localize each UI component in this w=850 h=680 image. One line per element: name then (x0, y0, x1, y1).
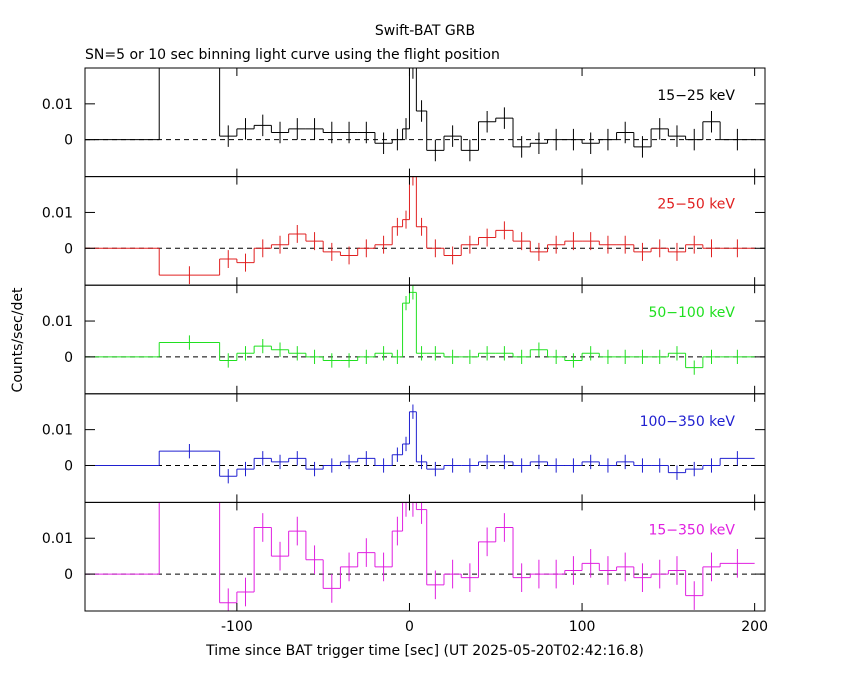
x-tick-label: 100 (569, 619, 596, 635)
x-tick-label: -100 (221, 619, 253, 635)
series-label: 15−350 keV (648, 522, 735, 538)
y-tick-label: 0 (64, 350, 73, 366)
panel (85, 502, 765, 611)
x-tick-label: 0 (405, 619, 414, 635)
y-tick-label: 0.01 (42, 531, 73, 547)
y-tick-label: 0 (64, 241, 73, 257)
y-tick-label: 0.01 (42, 314, 73, 330)
panel (85, 285, 765, 375)
panel-frame (84, 284, 766, 395)
panel-frame (84, 501, 766, 612)
y-tick-label: 0 (64, 133, 73, 149)
y-tick-label: 0 (64, 458, 73, 474)
chart-title: Swift-BAT GRB (375, 23, 475, 39)
x-axis-label: Time since BAT trigger time [sec] (UT 20… (205, 643, 644, 659)
panel-frame (84, 393, 766, 503)
panel (85, 68, 765, 162)
series-label: 50−100 keV (648, 305, 735, 321)
y-tick-label: 0 (64, 567, 73, 583)
chart-subtitle: SN=5 or 10 sec binning light curve using… (85, 47, 500, 63)
panel-frame (84, 176, 766, 286)
panel-frame (84, 67, 766, 178)
y-tick-label: 0.01 (42, 205, 73, 221)
series-label: 15−25 keV (657, 88, 735, 104)
y-axis-label: Counts/sec/det (10, 287, 26, 392)
y-tick-label: 0.01 (42, 97, 73, 113)
panel (85, 404, 765, 484)
panel (85, 176, 765, 285)
x-tick-label: 200 (741, 619, 768, 635)
series-label: 100−350 keV (640, 414, 736, 430)
y-tick-label: 0.01 (42, 423, 73, 439)
series-label: 25−50 keV (657, 197, 735, 213)
